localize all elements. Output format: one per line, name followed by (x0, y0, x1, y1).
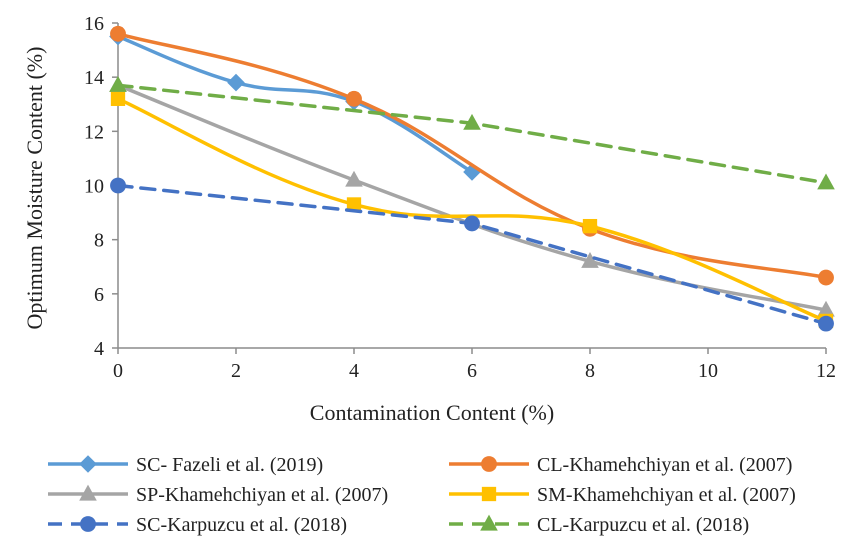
legend-item: CL-Karpuzcu et al. (2018) (449, 514, 749, 536)
data-point (463, 113, 481, 130)
x-tick-label: 2 (231, 360, 241, 382)
y-axis-title: Optimum Moisture Content (%) (22, 47, 47, 330)
data-point (818, 269, 834, 286)
series-line (116, 32, 828, 280)
data-point (464, 215, 480, 232)
data-point (818, 315, 834, 332)
series-line (116, 34, 474, 174)
data-point (345, 170, 363, 187)
legend-marker (481, 456, 497, 472)
data-point (346, 90, 362, 107)
legend-label: SP-Khamehchiyan et al. (2007) (136, 484, 388, 506)
legend-label: SM-Khamehchiyan et al. (2007) (537, 484, 796, 506)
data-point (110, 177, 126, 194)
legend-label: CL-Karpuzcu et al. (2018) (537, 514, 749, 536)
x-tick-label: 4 (349, 360, 359, 382)
axes (112, 22, 827, 354)
x-tick-label: 6 (467, 360, 477, 382)
data-point (109, 75, 127, 92)
legend-marker (481, 486, 497, 502)
series-6 (109, 75, 835, 190)
data-point (110, 91, 126, 106)
series-2 (110, 25, 834, 286)
data-point (817, 173, 835, 190)
data-point (227, 73, 245, 92)
tick-labels: 0 2 4 6 8 10 12 4 6 8 10 12 14 16 (84, 13, 836, 382)
legend-marker (79, 484, 97, 501)
series-layer (109, 25, 835, 332)
x-tick-label: 0 (113, 360, 123, 382)
y-tick-label: 16 (84, 13, 104, 35)
x-tick-label: 12 (816, 360, 836, 382)
data-point (110, 25, 126, 42)
x-tick-label: 8 (585, 360, 595, 382)
legend-item: SP-Khamehchiyan et al. (2007) (48, 484, 388, 506)
y-tick-label: 12 (84, 121, 104, 143)
legend-marker (79, 455, 97, 473)
legend-marker (480, 514, 498, 531)
y-tick-label: 14 (84, 67, 104, 89)
legend-label: CL-Khamehchiyan et al. (2007) (537, 454, 792, 476)
data-point (581, 251, 599, 268)
y-tick-label: 8 (94, 230, 104, 252)
legend-item: CL-Khamehchiyan et al. (2007) (449, 454, 792, 476)
legend-item: SC-Karpuzcu et al. (2018) (48, 514, 347, 536)
legend-item: SC- Fazeli et al. (2019) (48, 454, 323, 476)
data-point (582, 218, 598, 234)
x-tick-label: 10 (698, 360, 718, 382)
legend-marker (80, 516, 96, 532)
legend-label: SC- Fazeli et al. (2019) (136, 454, 323, 476)
series-5 (110, 177, 834, 332)
y-tick-label: 4 (94, 338, 104, 360)
y-tick-label: 10 (84, 176, 104, 198)
data-point (346, 197, 362, 212)
legend-label: SC-Karpuzcu et al. (2018) (136, 514, 347, 536)
legend-item: SM-Khamehchiyan et al. (2007) (449, 484, 796, 506)
legend: SC- Fazeli et al. (2019) CL-Khamehchiyan … (48, 454, 796, 536)
x-axis-title: Contamination Content (%) (310, 400, 554, 425)
y-tick-label: 6 (94, 284, 104, 306)
series-line (116, 183, 828, 326)
data-point (817, 300, 835, 317)
series-line (116, 97, 828, 323)
